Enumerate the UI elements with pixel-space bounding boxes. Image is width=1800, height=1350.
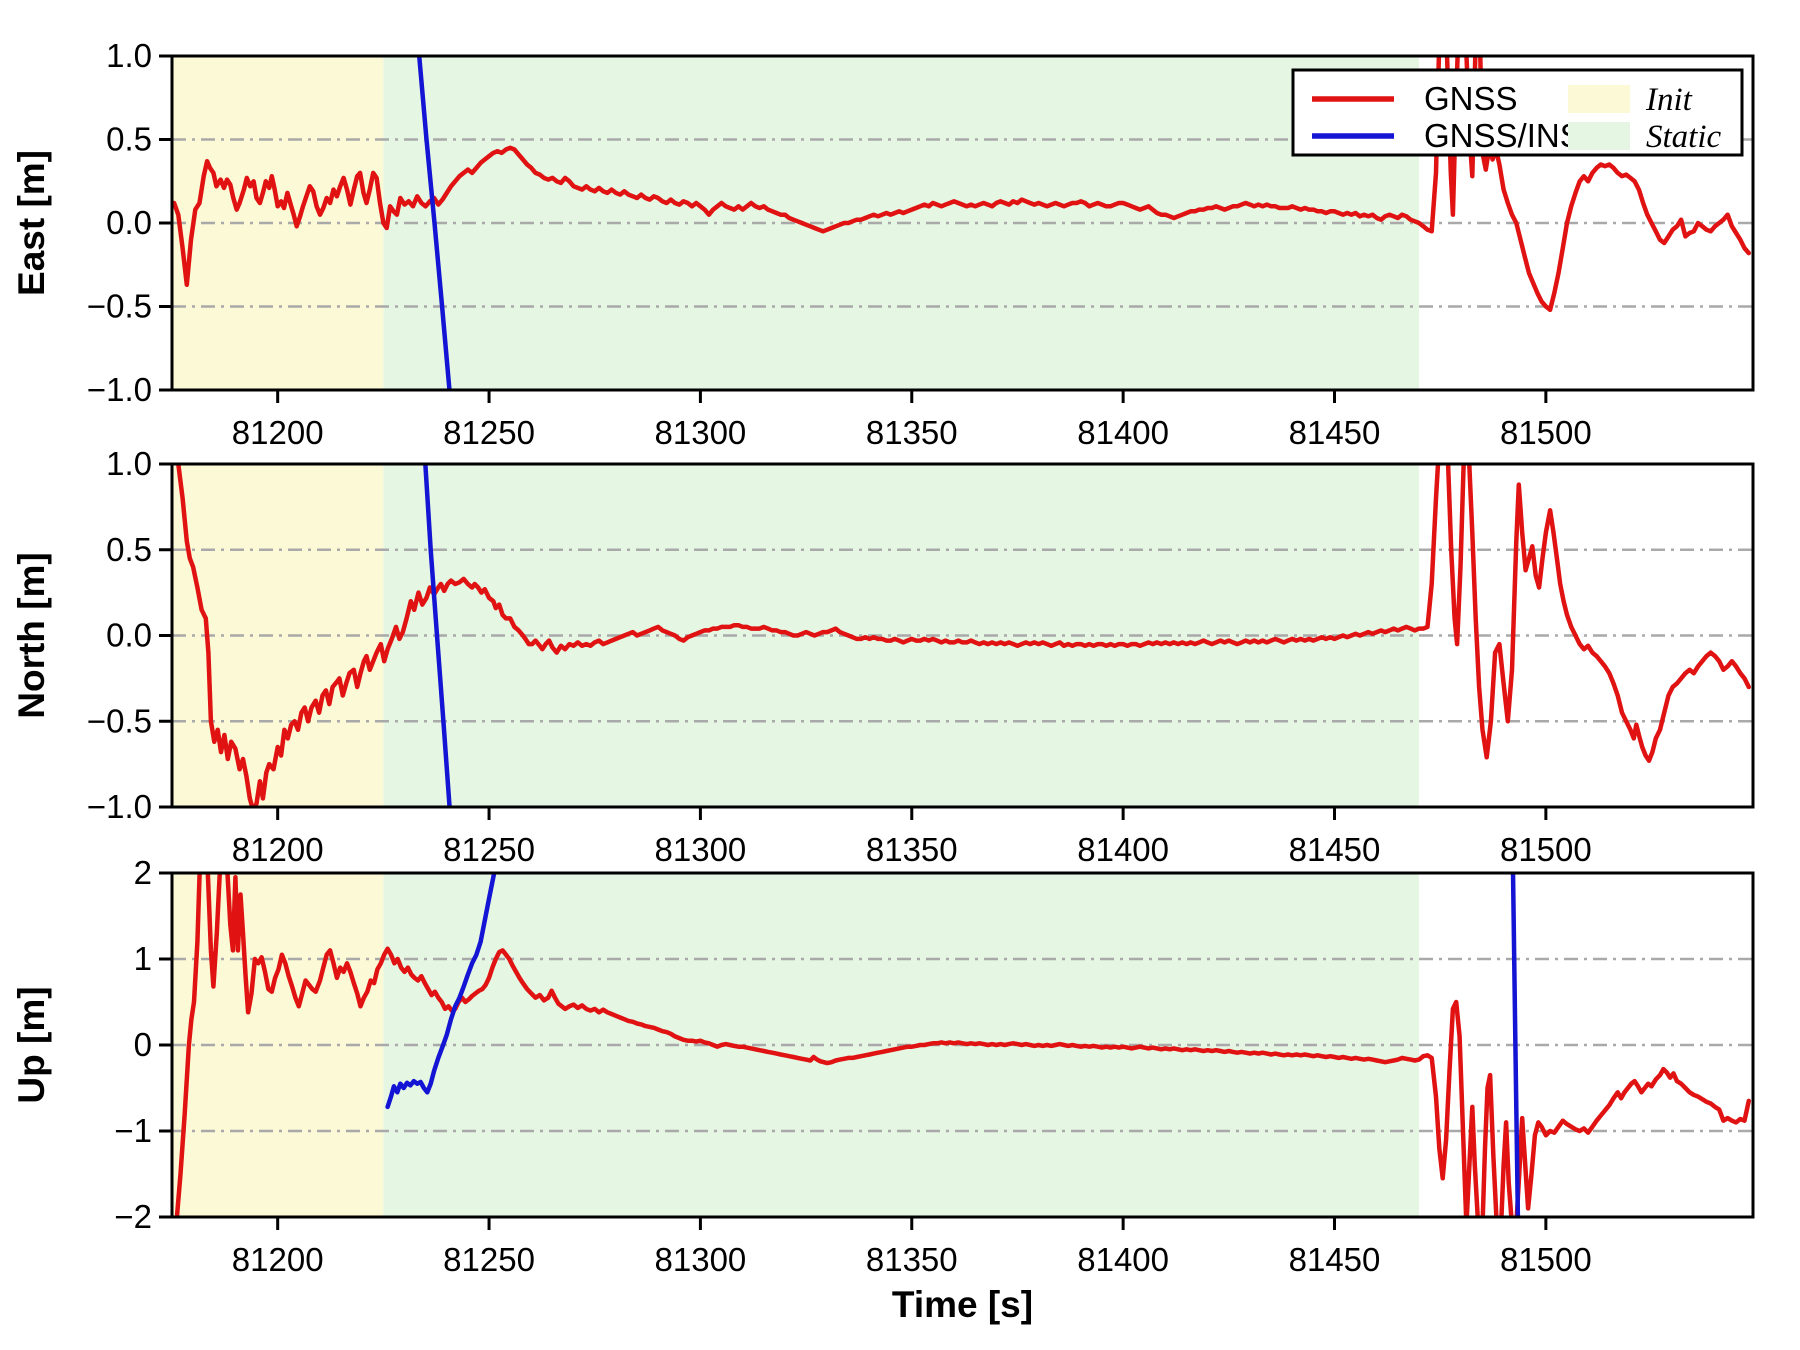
x-tick-label: 81250: [443, 414, 535, 451]
subplot-north: 81200 81250 81300 81350 81400 81450 81500 1.0 0.…: [11, 445, 1755, 868]
x-tick-label: 81250: [443, 1241, 535, 1278]
y-tick-label: 0.5: [106, 531, 152, 568]
x-tick-label: 81200: [232, 1241, 324, 1278]
x-tick-label: 81200: [232, 414, 324, 451]
y-tick-label: −2: [114, 1198, 152, 1235]
legend-patch-sample: [1568, 85, 1630, 113]
x-tick-label: 81300: [655, 1241, 747, 1278]
y-axis-label: North [m]: [11, 552, 52, 718]
x-tick-label: 81200: [232, 831, 324, 868]
legend-label: Static: [1646, 119, 1722, 155]
x-tick-label: 81450: [1289, 414, 1381, 451]
y-axis: 1.0 0.5 0.0 −0.5 −1.0: [87, 37, 172, 408]
y-tick-label: 0.0: [106, 204, 152, 241]
legend-box: [1291, 68, 1744, 157]
y-tick-label: 0: [134, 1026, 152, 1063]
x-tick-label: 81300: [655, 414, 747, 451]
y-tick-label: −1.0: [87, 371, 152, 408]
x-tick-label: 81500: [1500, 831, 1592, 868]
series-gnss-ins: [423, 464, 452, 807]
subplot-east: 81200 81250 81300 81350 81400 81450 81500 1.0 0.…: [11, 37, 1755, 451]
x-tick-label: 81450: [1289, 831, 1381, 868]
x-tick-label: 81350: [866, 414, 958, 451]
legend-entry-init: Init: [1568, 82, 1693, 118]
legend-entry-gnss-ins: GNSS/INS: [1312, 117, 1582, 154]
y-tick-label: −1.0: [87, 788, 152, 825]
x-tick-label: 81500: [1500, 414, 1592, 451]
x-tick-label: 81350: [866, 1241, 958, 1278]
y-tick-label: −1: [114, 1112, 152, 1149]
series-gnss: [175, 464, 1752, 807]
x-tick-label: 81300: [655, 831, 747, 868]
legend-label: GNSS: [1424, 80, 1518, 117]
y-tick-label: 1: [134, 940, 152, 977]
series-gnss-ins: [385, 873, 1521, 1217]
series-path: [416, 56, 452, 390]
subplot-up: 81200 81250 81300 81350 81400 81450 81500 2 1 0 −1…: [11, 854, 1755, 1278]
x-tick-label: 81450: [1289, 1241, 1381, 1278]
series-path: [423, 464, 452, 807]
x-tick-label: 81350: [866, 831, 958, 868]
y-tick-label: 2: [134, 854, 152, 891]
x-tick-label: 81250: [443, 831, 535, 868]
legend-entry-gnss: GNSS: [1312, 80, 1518, 117]
x-tick-label: 81400: [1077, 1241, 1169, 1278]
y-tick-label: 0.5: [106, 121, 152, 158]
legend-patch-sample: [1568, 122, 1630, 150]
series-path: [1510, 873, 1521, 1217]
y-axis: 2 1 0 −1 −2: [114, 854, 172, 1235]
x-axis-label: Time [s]: [892, 1284, 1033, 1325]
y-tick-label: 1.0: [106, 37, 152, 74]
y-tick-label: 1.0: [106, 445, 152, 482]
y-tick-label: 0.0: [106, 617, 152, 654]
x-tick-label: 81400: [1077, 414, 1169, 451]
x-axis: 81200 81250 81300 81350 81400 81450 81500: [232, 390, 1592, 451]
x-tick-label: 81500: [1500, 1241, 1592, 1278]
series-path: [175, 464, 1752, 807]
y-tick-label: −0.5: [87, 288, 152, 325]
y-axis: 1.0 0.5 0.0 −0.5 −1.0: [87, 445, 172, 825]
series-gnss: [174, 873, 1752, 1217]
x-axis: 81200 81250 81300 81350 81400 81450 81500: [232, 807, 1592, 868]
series-path: [385, 873, 497, 1110]
x-axis: 81200 81250 81300 81350 81400 81450 81500: [232, 1217, 1592, 1278]
y-axis-label: East [m]: [11, 150, 52, 296]
legend-label: Init: [1645, 82, 1693, 118]
series-gnss-ins: [416, 56, 452, 390]
legend-label: GNSS/INS: [1424, 117, 1582, 154]
series-path: [174, 873, 1752, 1217]
legend-entry-static: Static: [1568, 119, 1722, 155]
y-axis-label: Up [m]: [11, 986, 52, 1103]
y-tick-label: −0.5: [87, 702, 152, 739]
x-tick-label: 81400: [1077, 831, 1169, 868]
